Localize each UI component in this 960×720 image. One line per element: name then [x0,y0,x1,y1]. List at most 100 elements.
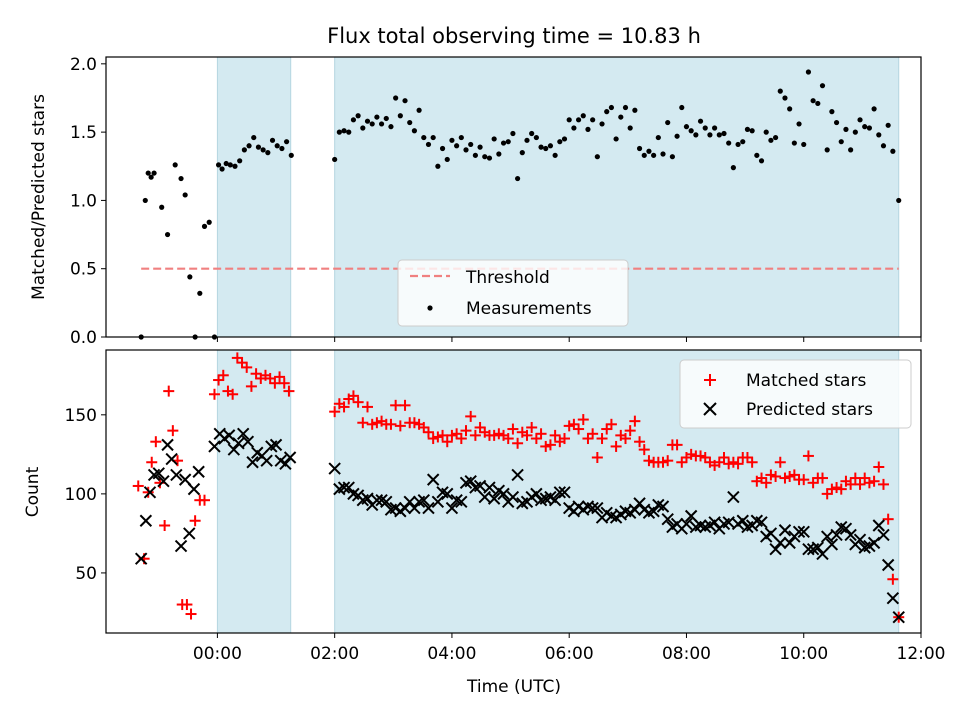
measurement-point [515,175,521,182]
matched-star-point [831,482,843,494]
measurement-point [500,140,507,146]
matched-star-point [329,406,341,418]
shaded-region-1 [216,56,292,338]
predicted-star-point [143,486,157,499]
predicted-star-point [558,486,571,499]
predicted-star-point [506,490,520,504]
measurement-point [580,113,586,119]
x-tick-label: 00:00 [193,644,242,664]
measurement-point [660,151,666,157]
measurement-point [491,136,497,142]
measurement-point [805,69,812,75]
matched-star-point [357,417,369,429]
predicted-star-stroke-b [652,498,665,512]
matched-star-point [587,428,599,440]
predicted-star-point [192,465,205,478]
measurement-point [636,145,643,152]
predicted-star-stroke-b [431,495,445,508]
measurement-point [255,144,262,150]
measurement-point [407,119,413,126]
predicted-star-point [797,525,810,539]
matched-star-point [132,480,144,492]
matched-star-point [643,455,655,467]
matched-star-point [385,418,397,430]
matched-star-point [535,428,547,440]
matched-star-point [142,486,154,498]
predicted-star-point [892,610,905,624]
matched-star-point [455,433,467,445]
bottom-axes-frame [105,349,922,634]
measurement-point [454,143,460,149]
measurement-point [896,197,902,204]
predicted-star-stroke-b [497,487,510,501]
measurement-point [178,175,184,182]
matched-star-point [577,414,589,426]
matched-star-point [227,388,239,400]
predicted-star-stroke-b [605,509,618,523]
matched-star-point [802,450,814,462]
predicted-star-point [165,452,178,466]
predicted-star-point [830,528,843,542]
measurement-point [215,162,222,168]
matched-star-point [629,415,641,427]
measurement-point [585,126,591,132]
legend-matched-swatch [704,374,716,386]
predicted-star-stroke-b [283,451,297,464]
measurement-point [360,125,366,131]
matched-star-point [236,357,248,369]
matched-star-point [460,425,472,437]
y-tick-label: 50 [75,564,97,584]
matched-star-point [638,444,650,456]
measurement-point [796,121,802,127]
y-tick-label: 100 [65,485,97,505]
matched-star-point [241,361,253,373]
matched-star-point [432,431,444,443]
measurement-point [411,128,418,134]
matched-star-point [770,470,782,482]
matched-star-point [882,513,894,525]
x-tick-label: 10:00 [779,644,828,664]
predicted-star-point [455,495,468,508]
predicted-star-stroke-b [628,503,642,516]
y-tick-label: 1.5 [70,123,97,143]
predicted-star-stroke-b [586,501,599,515]
measurement-point [740,139,746,145]
matched-star-point [146,456,158,468]
measurement-point [148,174,154,180]
predicted-star-point [684,509,698,523]
matched-star-point [544,439,556,451]
measurement-point [716,132,722,138]
predicted-star-point [839,522,853,535]
predicted-star-stroke-b [389,501,402,515]
predicted-star-stroke-b [165,452,178,466]
legend-threshold-label: Threshold [465,268,550,288]
predicted-star-stroke-b [736,514,749,527]
measurement-point [458,134,464,141]
predicted-star-point [170,468,183,482]
predicted-star-stroke-b [764,527,778,540]
predicted-star-stroke-b [157,475,170,488]
predicted-star-point [825,538,839,551]
predicted-star-stroke-b [241,435,255,448]
predicted-star-point [227,443,241,456]
measurement-point [801,141,807,148]
matched-star-point [605,418,617,430]
predicted-star-stroke-b [236,427,250,441]
predicted-star-stroke-b [783,536,796,550]
matched-star-point [854,478,866,490]
predicted-star-point [342,481,355,494]
matched-star-point [338,401,350,413]
matched-star-point [512,437,524,449]
predicted-star-point [877,528,890,542]
matched-star-point [549,429,561,441]
matched-star-point [723,458,735,470]
measurement-point [857,117,863,123]
matched-star-point [798,474,810,486]
measurement-point [665,119,671,126]
predicted-star-point [872,519,885,532]
measurement-point [787,106,793,112]
chart-title: Flux total observing time = 10.83 h [327,24,701,48]
predicted-star-stroke-b [830,528,843,542]
measurement-point [613,136,619,142]
predicted-star-stroke-b [441,487,454,501]
